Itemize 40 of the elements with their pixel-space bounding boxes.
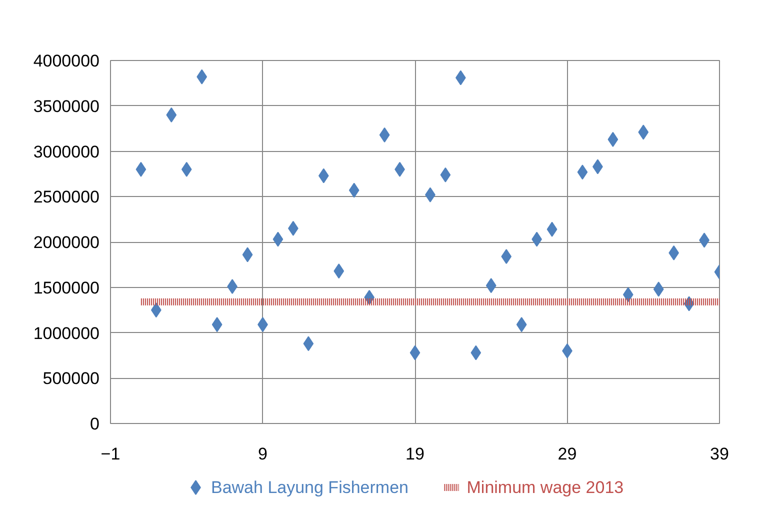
x-tick-label: 39	[710, 444, 729, 464]
point	[196, 69, 208, 84]
point	[470, 345, 482, 360]
point	[501, 249, 512, 264]
x-tick-label: −1	[100, 444, 120, 464]
x-tick-label: 9	[258, 444, 268, 464]
point	[136, 162, 146, 177]
point	[303, 336, 314, 352]
y-tick-label: 1500000	[33, 278, 100, 298]
point	[486, 278, 496, 294]
x-tick-label: 29	[558, 444, 577, 464]
point	[242, 247, 253, 262]
legend-label: Bawah Layung Fishermen	[210, 478, 408, 497]
x-tick-label: 19	[406, 444, 424, 464]
point	[516, 317, 527, 332]
legend-label: Minimum wage 2013	[466, 478, 624, 497]
point	[608, 132, 618, 147]
point	[318, 168, 329, 184]
point	[334, 264, 344, 279]
y-tick-label: 2500000	[33, 188, 100, 207]
point	[546, 222, 558, 237]
point	[622, 287, 634, 302]
point	[410, 345, 420, 360]
point	[379, 127, 390, 142]
point	[653, 282, 664, 297]
point	[638, 124, 649, 140]
point	[440, 167, 451, 182]
y-tick-label: 3500000	[33, 96, 100, 116]
y-tick-label: 2000000	[33, 233, 100, 252]
point	[166, 107, 177, 122]
y-tick-label: 3000000	[33, 142, 100, 162]
y-tick-label: 0	[90, 414, 100, 434]
y-tick-label: 500000	[42, 369, 100, 388]
y-tick-label: 1000000	[33, 324, 100, 343]
point	[181, 162, 192, 177]
point	[348, 182, 360, 198]
point	[272, 232, 284, 247]
y-tick-label: 4000000	[33, 52, 100, 70]
point	[212, 317, 222, 332]
point	[577, 164, 588, 180]
